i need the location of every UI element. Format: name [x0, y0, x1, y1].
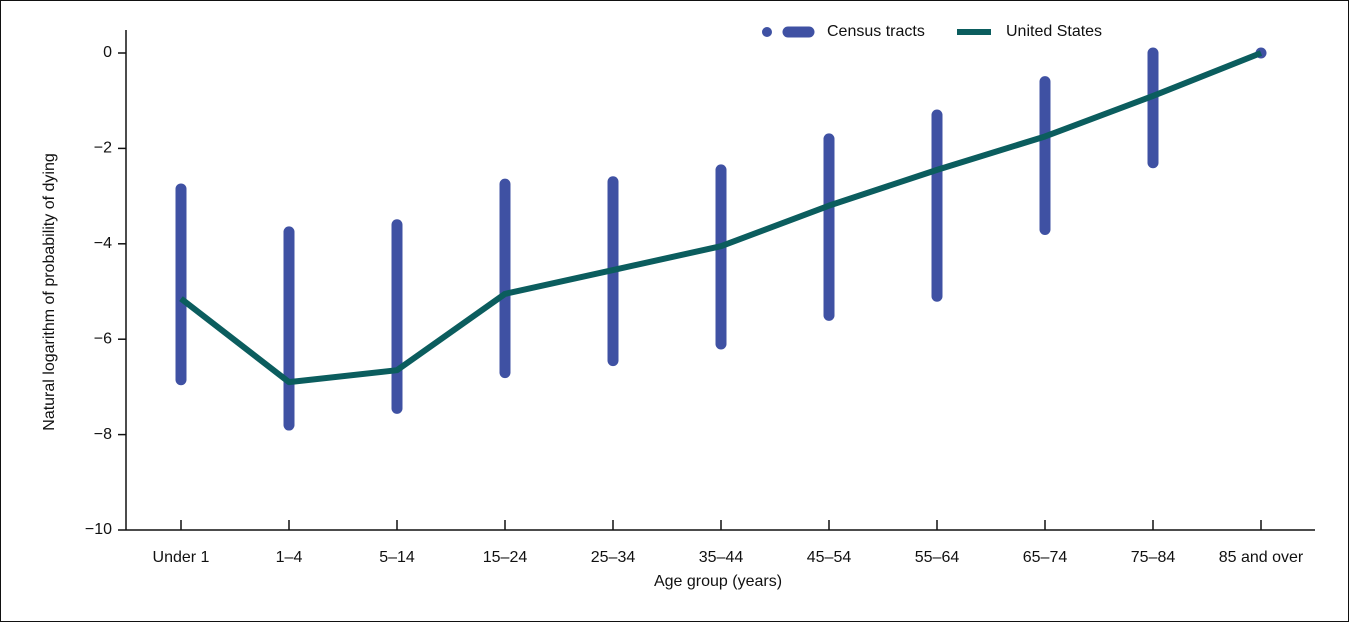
legend-label: Census tracts [827, 23, 925, 40]
x-tick-label: 55–64 [915, 549, 960, 566]
x-tick-label: 15–24 [483, 549, 528, 566]
legend-marker [762, 27, 772, 37]
y-tick-label: −10 [85, 521, 112, 538]
x-tick-label: 1–4 [276, 549, 303, 566]
y-tick-label: 0 [103, 44, 112, 61]
x-tick-label: 75–84 [1131, 549, 1176, 566]
x-axis-label: Age group (years) [654, 573, 782, 590]
y-tick-label: −4 [94, 235, 112, 252]
x-tick-label: 5–14 [379, 549, 415, 566]
x-tick-label: 35–44 [699, 549, 744, 566]
x-tick-label: 85 and over [1219, 549, 1304, 566]
y-tick-label: −6 [94, 330, 112, 347]
x-tick-label: 25–34 [591, 549, 636, 566]
x-tick-label: 65–74 [1023, 549, 1068, 566]
y-tick-label: −8 [94, 426, 112, 443]
legend-label: United States [1006, 23, 1102, 40]
y-axis-label: Natural logarithm of probability of dyin… [41, 153, 58, 430]
x-tick-label: 45–54 [807, 549, 852, 566]
us-line [179, 50, 1263, 386]
y-tick-label: −2 [94, 140, 112, 157]
x-tick-label: Under 1 [153, 549, 210, 566]
